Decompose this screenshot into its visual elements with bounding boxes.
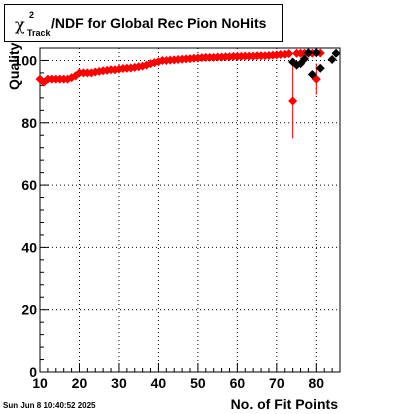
x-tick-label: 30 <box>111 375 127 391</box>
x-tick-label: 10 <box>32 375 48 391</box>
black-series <box>288 48 341 79</box>
chart-title: /NDF for Global Rec Pion NoHits <box>51 15 267 31</box>
data-point <box>327 55 337 65</box>
data-point <box>288 57 298 67</box>
data-point <box>315 63 325 73</box>
x-tick-label: 50 <box>190 375 206 391</box>
timestamp: Sun Jun 8 10:40:52 2025 <box>3 401 96 410</box>
red-series <box>35 48 325 139</box>
data-point <box>299 54 309 64</box>
data-point <box>288 96 298 106</box>
plot-frame <box>39 47 341 373</box>
axes-layer: 10 20 30 40 50 60 70 80 0 20 40 60 80 100 <box>14 47 341 391</box>
x-tick-label: 40 <box>151 375 167 391</box>
x-tick-label: 60 <box>230 375 246 391</box>
chi-superscript: 2 <box>29 10 35 20</box>
grid-layer <box>40 48 340 372</box>
data-point <box>311 48 321 58</box>
y-tick-label: 100 <box>14 52 38 68</box>
y-tick-label: 80 <box>21 115 37 131</box>
chi-symbol: χ <box>15 15 25 34</box>
data-point <box>284 49 294 59</box>
y-tick-label: 20 <box>21 302 37 318</box>
data-point <box>307 69 317 79</box>
x-tick-label: 70 <box>269 375 285 391</box>
x-tick-label: 80 <box>309 375 325 391</box>
title-box: χ 2 Track /NDF for Global Rec Pion NoHit… <box>4 4 283 42</box>
chi-subscript: Track <box>27 28 51 38</box>
y-tick-label: 60 <box>21 177 37 193</box>
x-axis-label: No. of Fit Points <box>230 396 338 412</box>
data-point <box>331 48 341 58</box>
data-points <box>35 48 341 139</box>
y-tick-label: 0 <box>29 364 37 380</box>
data-point <box>303 48 313 58</box>
y-axis-label: Quality <box>6 42 22 90</box>
y-tick-label: 40 <box>21 239 37 255</box>
x-tick-label: 20 <box>72 375 88 391</box>
